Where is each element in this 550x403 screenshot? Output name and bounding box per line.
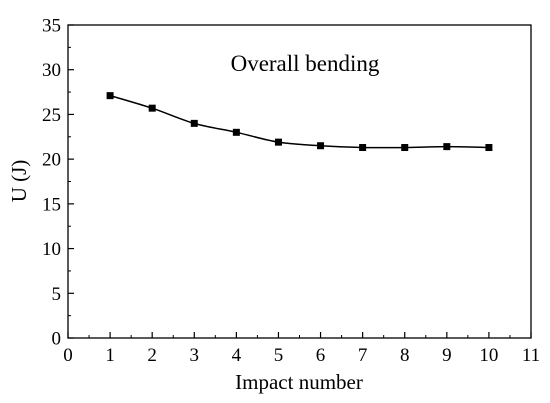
x-tick-label: 7 — [358, 345, 368, 366]
data-point — [485, 144, 493, 152]
x-tick-label: 8 — [400, 345, 410, 366]
y-tick-label: 20 — [42, 150, 61, 171]
x-axis-title: Impact number — [235, 370, 363, 394]
x-tick-label: 2 — [147, 345, 157, 366]
x-tick-label: 4 — [232, 345, 242, 366]
y-tick-label: 15 — [42, 194, 61, 215]
y-tick-label: 0 — [52, 329, 62, 350]
data-point — [443, 143, 451, 151]
y-tick-label: 5 — [52, 284, 62, 305]
x-tick-label: 6 — [316, 345, 326, 366]
y-tick-label: 25 — [42, 105, 61, 126]
y-axis-title: U (J) — [7, 160, 31, 203]
y-tick-label: 10 — [42, 239, 61, 260]
series-markers — [106, 92, 493, 152]
data-point — [317, 142, 325, 150]
x-tick-label: 10 — [479, 345, 498, 366]
x-tick-label: 9 — [442, 345, 452, 366]
data-point — [359, 144, 367, 152]
data-point — [232, 128, 240, 136]
data-point — [401, 144, 409, 152]
x-tick-label: 1 — [105, 345, 115, 366]
y-tick-label: 30 — [42, 60, 61, 81]
annotation: Overall bending — [231, 51, 380, 76]
x-axis: 0 1 2 3 4 5 6 7 8 9 10 11 — [63, 332, 540, 366]
x-tick-label: 5 — [274, 345, 284, 366]
data-point — [106, 92, 114, 100]
series-line — [109, 94, 489, 149]
data-point — [274, 138, 282, 146]
y-axis: 0 5 10 15 20 25 30 35 — [42, 16, 74, 350]
x-tick-label: 0 — [63, 345, 73, 366]
data-point — [148, 104, 156, 112]
x-tick-label: 3 — [190, 345, 200, 366]
data-point — [190, 119, 198, 127]
y-tick-label: 35 — [42, 16, 61, 37]
x-tick-label: 11 — [522, 345, 540, 366]
